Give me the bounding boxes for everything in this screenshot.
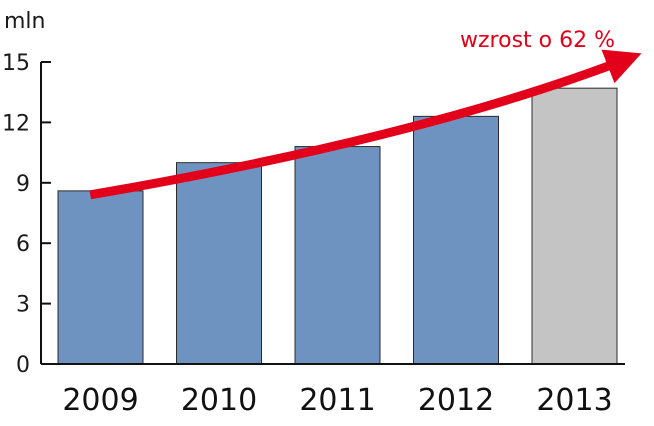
y-tick-label: 12 xyxy=(2,111,30,136)
y-tick-label: 3 xyxy=(16,293,30,318)
bar-2010 xyxy=(176,162,262,365)
growth-arrow xyxy=(89,49,642,200)
bar-2009 xyxy=(57,190,144,365)
x-tick-label: 2013 xyxy=(536,383,612,418)
y-tick-label: 6 xyxy=(16,232,30,257)
growth-annotation: wzrost o 62 % xyxy=(460,28,615,53)
x-tick-label: 2009 xyxy=(62,383,138,418)
bar-2011 xyxy=(294,146,381,365)
bars-group xyxy=(57,87,618,365)
bar-2013 xyxy=(531,87,618,365)
y-axis-label: mln xyxy=(4,9,46,34)
bar-2012 xyxy=(413,115,499,365)
x-tick-label: 2012 xyxy=(418,383,494,418)
y-tick-label: 0 xyxy=(16,353,30,378)
axis-group: 2009 2010 2011 2012 2013 0 3 6 9 12 15 xyxy=(2,51,625,418)
x-tick-label: 2010 xyxy=(181,383,257,418)
y-tick-label: 9 xyxy=(16,172,30,197)
y-tick-label: 15 xyxy=(2,51,30,76)
x-tick-label: 2011 xyxy=(299,383,375,418)
